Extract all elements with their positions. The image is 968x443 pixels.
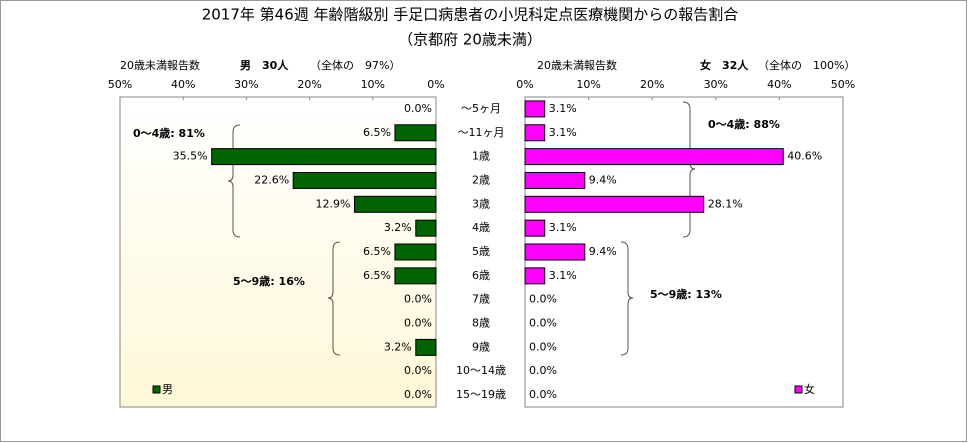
bar	[211, 148, 437, 166]
bar	[394, 267, 437, 285]
category-label: 7歳	[472, 293, 490, 306]
value-label: 40.6%	[787, 150, 822, 163]
category-label: 3歳	[472, 197, 490, 210]
value-label: 6.5%	[363, 245, 391, 258]
annotation: 5～9歳: 16%	[233, 274, 305, 288]
value-label: 0.0%	[529, 340, 557, 353]
value-label: 0.0%	[404, 388, 432, 401]
x-tick-label: 20%	[297, 78, 321, 91]
value-label: 0.0%	[404, 293, 432, 306]
bar	[415, 219, 437, 237]
category-label: ～5ヶ月	[461, 102, 501, 115]
share-label: （全体の 97%）	[310, 58, 400, 72]
category-label: 15～19歳	[456, 388, 506, 401]
x-tick-label: 30%	[234, 78, 258, 91]
category-label: 5歳	[472, 245, 490, 258]
value-label: 0.0%	[404, 317, 432, 330]
value-label: 3.2%	[384, 221, 412, 234]
brace	[682, 101, 696, 238]
chart-subtitle: （京都府 20歳未満）	[398, 31, 542, 49]
value-label: 12.9%	[316, 197, 351, 210]
bar	[292, 171, 437, 189]
bar	[394, 124, 437, 142]
legend-swatch	[794, 385, 803, 394]
value-label: 0.0%	[529, 364, 557, 377]
value-label: 0.0%	[529, 388, 557, 401]
x-tick-label: 40%	[767, 78, 791, 91]
category-label: 4歳	[472, 221, 490, 234]
category-label: ～11ヶ月	[458, 126, 505, 139]
value-label: 3.1%	[549, 269, 577, 282]
bar	[524, 195, 705, 213]
header-label: 20歳未満報告数	[120, 59, 200, 72]
header-label: 20歳未満報告数	[537, 59, 617, 72]
brace	[327, 241, 341, 356]
value-label: 6.5%	[363, 269, 391, 282]
bar	[353, 195, 437, 213]
x-tick-label: 10%	[361, 78, 385, 91]
share-label: （全体の 100%）	[758, 58, 855, 72]
annotation: 5～9歳: 13%	[650, 287, 722, 301]
x-tick-label: 30%	[704, 78, 728, 91]
annotation: 0～4歳: 88%	[708, 117, 780, 131]
category-label: 9歳	[472, 340, 490, 353]
braces	[227, 101, 696, 356]
x-tick-label: 0%	[516, 78, 533, 91]
category-label: 10～14歳	[456, 364, 506, 377]
x-tick-label: 40%	[171, 78, 195, 91]
value-label: 28.1%	[708, 197, 743, 210]
value-label: 0.0%	[404, 364, 432, 377]
category-label: 8歳	[472, 317, 490, 330]
count-label: 女 32人	[700, 58, 749, 72]
brace	[227, 124, 241, 238]
annotation: 0～4歳: 81%	[133, 126, 205, 140]
count-label: 男 30人	[240, 58, 289, 72]
x-tick-label: 50%	[108, 78, 132, 91]
value-label: 0.0%	[529, 293, 557, 306]
x-tick-label: 20%	[640, 78, 664, 91]
bar	[524, 171, 586, 189]
chart-title: 2017年 第46週 年齢階級別 手足口病患者の小児科定点医療機関からの報告割合	[202, 6, 739, 24]
category-label: 2歳	[472, 173, 490, 186]
value-label: 0.0%	[404, 102, 432, 115]
category-label: 6歳	[472, 269, 490, 282]
bar	[394, 243, 437, 261]
x-tick-label: 0%	[427, 78, 444, 91]
value-label: 9.4%	[589, 245, 617, 258]
value-label: 35.5%	[173, 150, 208, 163]
x-tick-label: 50%	[831, 78, 855, 91]
value-label: 3.2%	[384, 340, 412, 353]
bar	[415, 338, 437, 356]
value-label: 6.5%	[363, 126, 391, 139]
value-label: 3.1%	[549, 102, 577, 115]
legend-swatch	[152, 385, 161, 394]
category-label: 1歳	[472, 150, 490, 163]
brace	[620, 241, 634, 356]
bar	[524, 243, 586, 261]
value-label: 3.1%	[549, 221, 577, 234]
x-tick-label: 10%	[576, 78, 600, 91]
bar	[524, 100, 546, 118]
bar	[524, 124, 546, 142]
bar	[524, 219, 546, 237]
bar	[524, 267, 546, 285]
legend-label: 女	[804, 382, 815, 396]
bar	[524, 148, 784, 166]
value-label: 22.6%	[254, 173, 289, 186]
value-label: 0.0%	[529, 317, 557, 330]
legend-label: 男	[162, 383, 173, 396]
value-label: 3.1%	[549, 126, 577, 139]
value-label: 9.4%	[589, 173, 617, 186]
